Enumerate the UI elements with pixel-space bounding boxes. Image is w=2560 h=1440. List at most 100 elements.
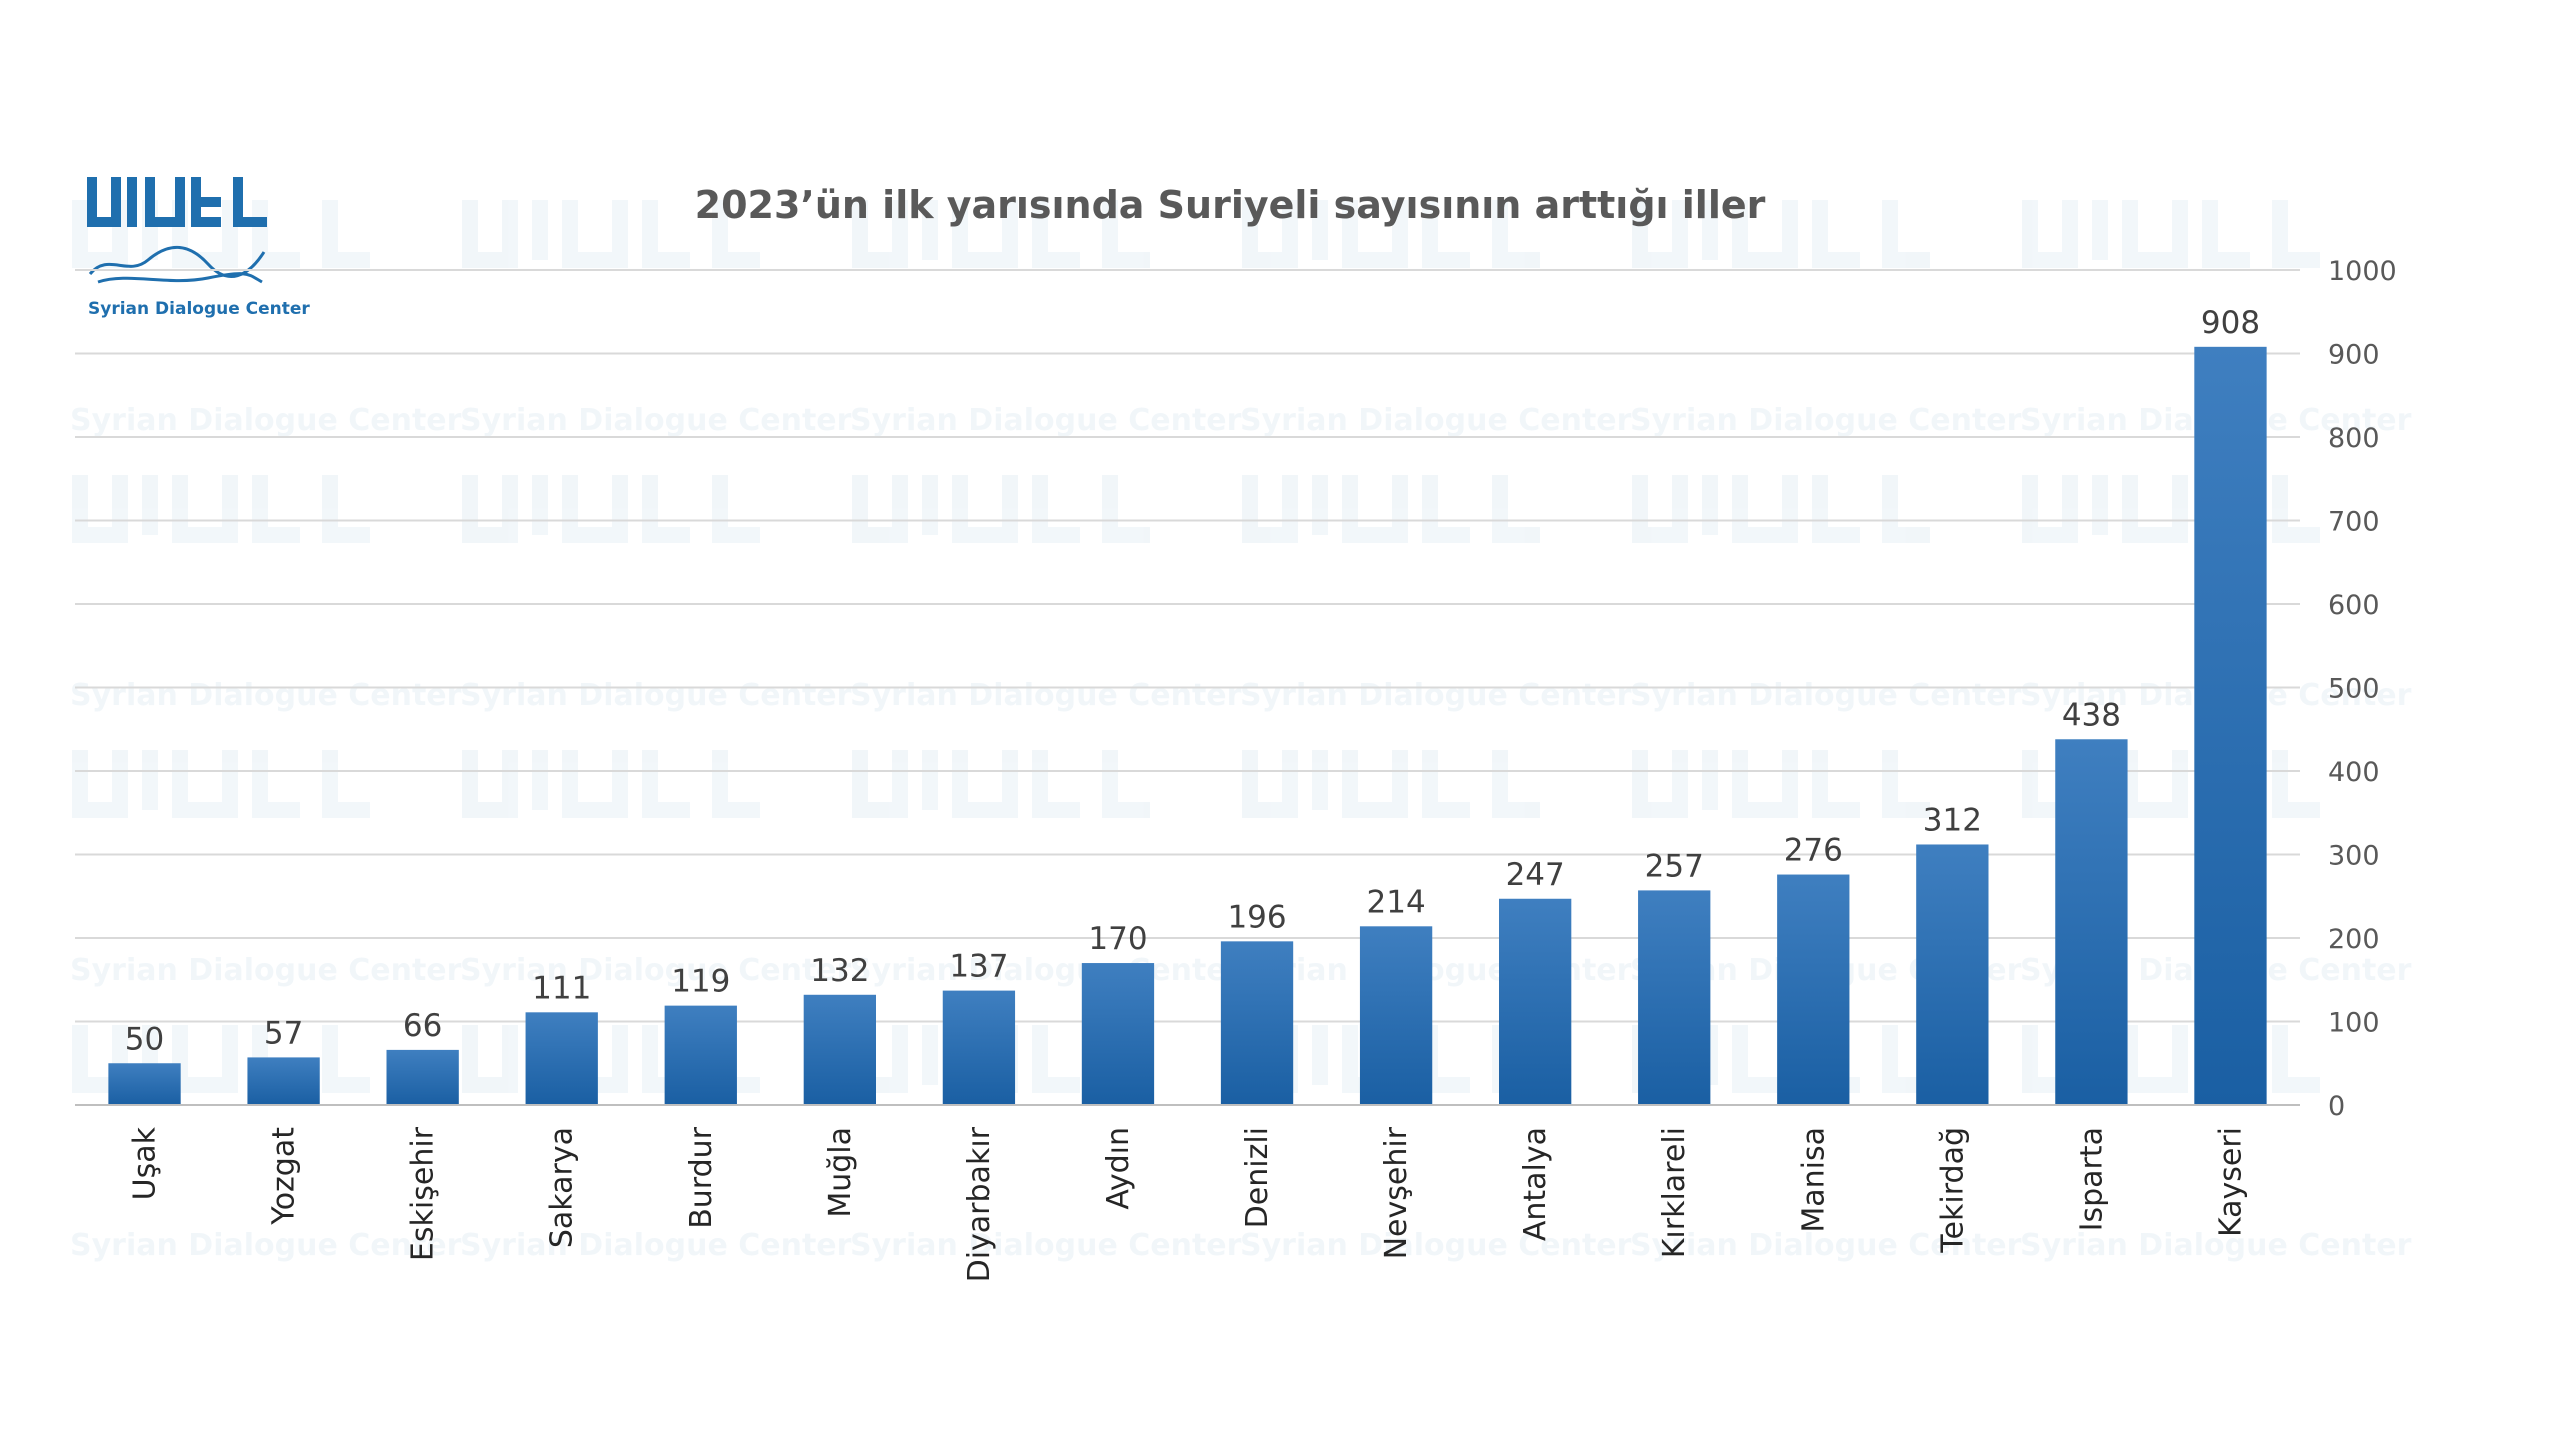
bar-10 [1499,898,1572,1105]
watermark-text: Syrian Dialogue Center [850,1228,1242,1263]
y-tick-label: 600 [2328,590,2380,621]
category-label-9: Nevşehir [1379,1126,1414,1259]
data-label-9: 214 [1367,884,1426,920]
watermark-mark-icon [852,200,1150,268]
bar-14 [2055,739,2128,1105]
watermark-mark-icon [1242,750,1540,818]
category-label-14: Isparta [2074,1127,2109,1231]
watermark-mark-icon [2022,475,2320,543]
watermark-text: Syrian Dialogue Center [70,953,462,988]
watermark-tile: Syrian Dialogue Center [1240,200,1632,438]
bar-8 [1220,941,1294,1105]
bar-5 [803,994,876,1105]
watermark-tile: Syrian Dialogue Center [70,475,462,713]
bar-2 [386,1049,459,1105]
y-tick-label: 100 [2328,1008,2380,1039]
category-label-2: Eskişehir [406,1126,441,1261]
category-label-3: Sakarya [545,1127,580,1248]
data-label-3: 111 [532,970,591,1006]
watermark-text: Syrian Dialogue Center [1630,678,2022,713]
watermark-tile: Syrian Dialogue Center [1630,200,2022,438]
data-label-1: 57 [264,1015,303,1051]
watermark-text: Syrian Dialogue Center [850,953,1242,988]
watermark-mark-icon [72,750,370,818]
watermark-mark-icon [72,1025,370,1093]
bar-6 [942,990,1016,1105]
watermark-text: Syrian Dialogue Center [70,678,462,713]
category-label-11: Kırklareli [1657,1127,1692,1258]
data-label-0: 50 [125,1021,164,1057]
watermark-tile: Syrian Dialogue Center [850,200,1242,438]
watermark-tile: Syrian Dialogue Center [1630,475,2022,713]
y-tick-label: 1000 [2328,256,2397,287]
data-label-11: 257 [1645,848,1704,884]
watermark-text: Syrian Dialogue Center [1240,953,1632,988]
watermark-mark-icon [852,750,1150,818]
category-label-0: Uşak [128,1126,163,1200]
watermark-tile: Syrian Dialogue Center [1240,1025,1632,1263]
category-labels: Uşak Yozgat Eskişehir Sakarya Burdur Muğla Diy… [128,1126,2249,1282]
category-label-8: Denizli [1240,1127,1275,1228]
data-label-8: 196 [1227,899,1286,935]
watermark-tile: Syrian Dialogue Center [70,200,462,438]
bar-13 [1916,844,1989,1105]
category-label-7: Aydın [1101,1127,1136,1210]
watermark-mark-icon [462,200,760,268]
y-axis-ticks: 0 100 200 300 400 500 600 700 800 900 1000 [2328,256,2397,1122]
watermark-tile: Syrian Dialogue Center [70,750,462,988]
watermark-mark-icon [1632,475,1930,543]
watermark-mark-icon [852,475,1150,543]
y-tick-label: 800 [2328,423,2380,454]
category-label-13: Tekirdağ [1935,1127,1970,1254]
watermark-mark-icon [462,475,760,543]
bar-11 [1638,890,1711,1105]
watermark-text: Syrian Dialogue Center [1240,678,1632,713]
bar-9 [1359,926,1433,1105]
watermark-mark-icon [1242,200,1540,268]
chart-title: 2023’ün ilk yarısında Suriyeli sayısının… [695,183,1766,227]
category-label-15: Kayseri [2213,1127,2248,1237]
watermark-text: Syrian Dialogue Center [460,678,852,713]
watermark-text: Syrian Dialogue Center [1240,403,1632,438]
category-label-1: Yozgat [267,1127,302,1226]
bar-3 [525,1012,598,1105]
watermark-mark-icon [1632,750,1930,818]
watermark-tile: Syrian Dialogue Center [850,750,1242,988]
watermark-text: Syrian Dialogue Center [1240,1228,1632,1263]
watermark-mark-icon [1632,200,1930,268]
y-tick-label: 200 [2328,924,2380,955]
logo-arabic-calligraphy-icon [88,245,266,284]
y-tick-label: 0 [2328,1091,2345,1122]
data-label-15: 908 [2201,305,2260,341]
y-tick-label: 700 [2328,507,2380,538]
data-label-14: 438 [2062,697,2121,733]
watermark-text: Syrian Dialogue Center [70,403,462,438]
watermark-tile: Syrian Dialogue Center [850,475,1242,713]
watermark-tile: Syrian Dialogue Center [460,750,852,988]
category-label-4: Burdur [684,1126,719,1228]
watermark-tile: Syrian Dialogue Center [1240,475,1632,713]
watermark-tile: Syrian Dialogue Center [850,1025,1242,1263]
data-label-5: 132 [810,953,869,989]
watermark-text: Syrian Dialogue Center [460,953,852,988]
data-label-6: 137 [949,949,1008,985]
watermark-mark-icon [2022,200,2320,268]
watermark-tile: Syrian Dialogue Center [460,475,852,713]
category-label-5: Muğla [823,1127,858,1218]
bar-15 [2194,346,2267,1105]
watermark-tile: Syrian Dialogue Center [460,1025,852,1263]
watermark-text: Syrian Dialogue Center [850,403,1242,438]
y-tick-label: 400 [2328,757,2380,788]
data-label-4: 119 [671,964,730,1000]
bar-12 [1777,874,1850,1105]
watermark-text: Syrian Dialogue Center [2020,1228,2412,1263]
y-tick-label: 300 [2328,841,2380,872]
data-label-12: 276 [1784,833,1843,869]
syrian-dialogue-center-logo: Syrian Dialogue Center [87,177,310,319]
watermark-mark-icon [1242,475,1540,543]
bar-7 [1081,963,1155,1105]
watermark-text: Syrian Dialogue Center [460,1228,852,1263]
category-label-6: Diyarbakır [962,1126,997,1282]
data-label-7: 170 [1088,921,1147,957]
